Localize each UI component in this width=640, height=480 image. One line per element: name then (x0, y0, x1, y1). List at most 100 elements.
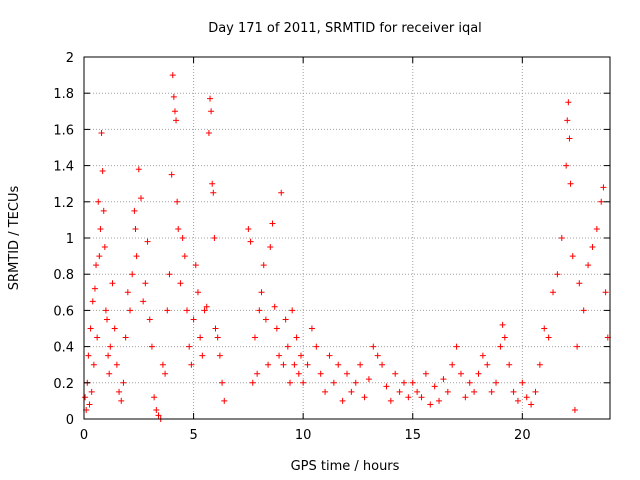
data-point (155, 412, 162, 419)
data-point (598, 198, 605, 205)
data-point (90, 361, 97, 368)
data-point (100, 207, 107, 214)
data-point (207, 95, 214, 102)
data-point (567, 180, 574, 187)
data-point (558, 235, 565, 241)
data-point (171, 108, 178, 115)
data-point (148, 343, 155, 350)
data-point (564, 117, 571, 124)
data-point (273, 325, 280, 332)
data-point (87, 325, 94, 332)
data-point (101, 244, 108, 251)
data-point (159, 361, 166, 368)
data-point (396, 388, 403, 395)
data-point (151, 394, 158, 401)
data-point (392, 370, 399, 377)
data-points (82, 72, 611, 422)
data-point (109, 280, 116, 287)
data-point (251, 334, 258, 341)
data-point (330, 379, 337, 386)
data-point (409, 379, 416, 386)
y-tick-label: 1 (66, 232, 74, 247)
data-point (287, 379, 294, 386)
data-point (122, 334, 129, 341)
data-point (262, 316, 269, 323)
data-point (569, 253, 576, 260)
data-point (322, 388, 329, 395)
data-point (374, 352, 381, 359)
data-point (444, 388, 451, 395)
data-point (271, 303, 278, 310)
data-point (131, 207, 138, 214)
data-point (173, 117, 180, 124)
y-tick-label: 1.8 (53, 87, 74, 102)
data-point (181, 253, 188, 260)
data-point (278, 189, 285, 196)
data-point (221, 397, 228, 404)
data-point (282, 316, 289, 323)
data-point (297, 352, 304, 359)
y-tick-label: 0 (66, 413, 74, 428)
data-point (133, 253, 140, 260)
data-point (201, 307, 208, 314)
data-point (427, 401, 434, 408)
x-tick-label: 15 (404, 428, 421, 443)
data-point (209, 180, 216, 187)
data-point (574, 343, 581, 350)
data-point (190, 316, 197, 323)
data-point (589, 244, 596, 251)
data-point (93, 262, 100, 269)
data-point (254, 370, 261, 377)
data-point (280, 361, 287, 368)
data-point (585, 262, 592, 269)
data-point (118, 397, 125, 404)
y-tick-label: 0.8 (53, 268, 74, 283)
data-point (91, 285, 98, 292)
data-point (135, 166, 142, 173)
data-point (129, 271, 136, 278)
data-point (116, 388, 123, 395)
data-point (258, 289, 265, 296)
data-point (453, 343, 460, 350)
data-point (422, 370, 429, 377)
x-axis-label: GPS time / hours (291, 459, 400, 474)
data-point (188, 361, 195, 368)
data-point (106, 370, 113, 377)
x-tick-label: 20 (514, 428, 531, 443)
data-point (205, 130, 212, 137)
data-point (545, 334, 552, 341)
data-point (300, 379, 307, 386)
data-point (580, 307, 587, 314)
data-point (499, 321, 506, 328)
data-point (85, 352, 92, 359)
data-point (510, 388, 517, 395)
data-point (497, 343, 504, 350)
data-point (127, 307, 134, 314)
data-point (142, 280, 149, 287)
data-point (532, 388, 539, 395)
data-point (97, 225, 104, 232)
data-point (194, 289, 201, 296)
data-point (339, 397, 346, 404)
data-point (276, 352, 283, 359)
data-point (214, 334, 221, 341)
data-point (82, 394, 89, 401)
data-point (162, 370, 169, 377)
data-point (576, 280, 583, 287)
data-point (168, 171, 175, 178)
data-point (86, 401, 93, 408)
data-point (405, 394, 412, 401)
data-point (203, 303, 210, 310)
data-point (554, 271, 561, 278)
data-point (436, 397, 443, 404)
data-point (267, 244, 274, 251)
data-point (566, 135, 573, 142)
data-point (400, 379, 407, 386)
data-point (466, 379, 473, 386)
data-point (383, 383, 390, 390)
data-point (99, 168, 106, 175)
data-point (208, 108, 215, 115)
data-point (124, 289, 131, 296)
data-point (365, 376, 372, 383)
